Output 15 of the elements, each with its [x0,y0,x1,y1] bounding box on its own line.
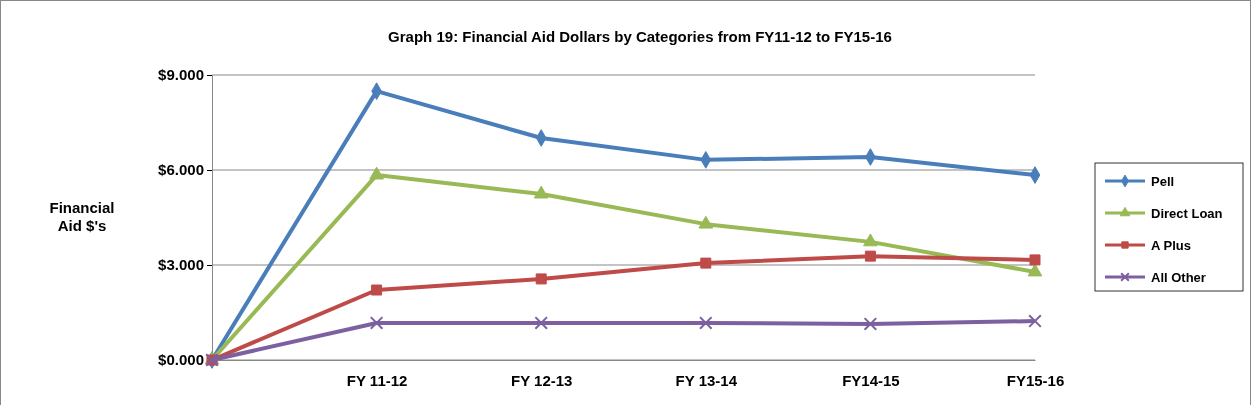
y-tick-label: $0.000 [158,351,204,369]
legend-label: Direct Loan [1151,206,1223,221]
x-tick-label: FY 11-12 [346,371,408,389]
x-tick-label: FY15-16 [1006,371,1065,389]
y-tick-label: $3.000 [158,256,204,274]
y-tick-label: $9.000 [158,66,204,84]
legend-label: Pell [1151,174,1175,189]
y-axis-title: Financial Aid $'s [49,199,115,234]
legend-label: A Plus [1151,238,1191,253]
legend-label: All Other [1151,270,1206,285]
chart-title: Graph 19: Financial Aid Dollars by Categories from FY11-12 to FY15-16 [388,28,892,45]
y-tick-label: $6.000 [158,161,204,179]
x-tick-label: FY 13-14 [675,371,738,389]
x-tick-label: FY 12-13 [510,371,573,389]
x-tick-label: FY14-15 [842,371,900,389]
